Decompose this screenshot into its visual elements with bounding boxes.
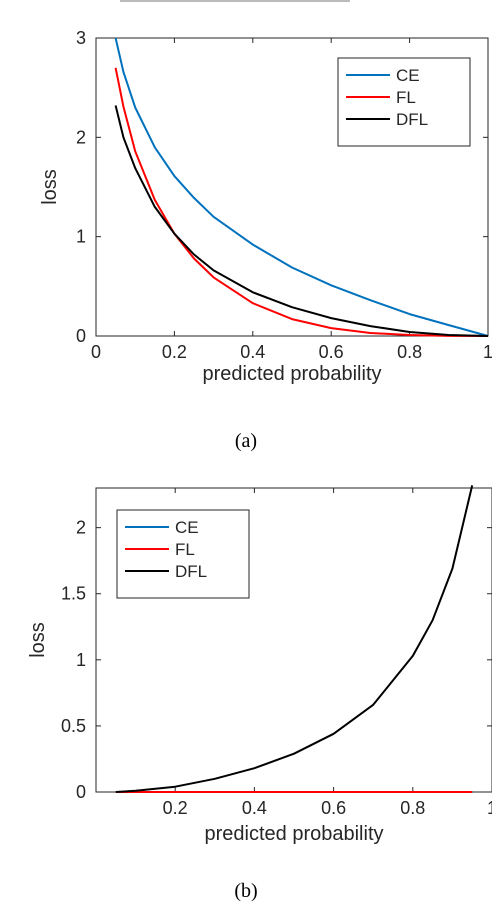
x-tick-label: 0.2 [162, 342, 187, 362]
x-tick-label: 0.6 [319, 342, 344, 362]
y-tick-label: 3 [76, 28, 86, 48]
series-line-dfl [114, 105, 489, 337]
legend [337, 57, 471, 147]
y-tick-label: 2 [76, 127, 86, 147]
x-tick-label: 1 [487, 798, 492, 818]
x-tick-label: 0.4 [242, 798, 267, 818]
x-tick-label: 1 [483, 342, 492, 362]
caption-a: (a) [234, 430, 258, 452]
x-tick-label: 0.4 [240, 342, 265, 362]
y-tick-label: 1 [76, 650, 86, 670]
series-line-dfl [115, 485, 474, 793]
x-tick-label: 0 [91, 342, 101, 362]
y-tick-label: 0 [76, 782, 86, 802]
legend-label-fl: FL [396, 88, 416, 107]
x-tick-label: 0.8 [397, 342, 422, 362]
cropped-top-text [120, 0, 350, 2]
y-tick-label: 0.5 [61, 716, 86, 736]
y-tick-label: 1 [76, 227, 86, 247]
x-tick-label: 0.8 [400, 798, 425, 818]
x-axis-label: predicted probability [205, 823, 384, 845]
series-line-fl [114, 67, 489, 337]
y-tick-label: 1.5 [61, 584, 86, 604]
x-tick-label: 0.2 [163, 798, 188, 818]
legend [116, 509, 250, 599]
x-tick-label: 0.6 [321, 798, 346, 818]
caption-b: (b) [234, 880, 258, 902]
chart-a: 0 0.2 0.4 0.6 0.8 1 0 1 2 3 predicted probability l… [39, 28, 492, 385]
y-axis-label: loss [27, 622, 49, 658]
legend-label-fl: FL [175, 540, 195, 559]
y-axis-label: loss [39, 169, 61, 205]
legend-label-ce: CE [175, 518, 199, 537]
chart-b: 0.2 0.4 0.6 0.8 1 0 0.5 1 1.5 2 predicted probabil… [27, 485, 492, 845]
y-tick-label: 2 [76, 518, 86, 538]
y-tick-label: 0 [76, 326, 86, 346]
series-line-ce [114, 37, 489, 337]
legend-label-ce: CE [396, 66, 420, 85]
x-axis-label: predicted probability [203, 363, 382, 385]
legend-label-dfl: DFL [396, 110, 428, 129]
legend-label-dfl: DFL [175, 562, 207, 581]
